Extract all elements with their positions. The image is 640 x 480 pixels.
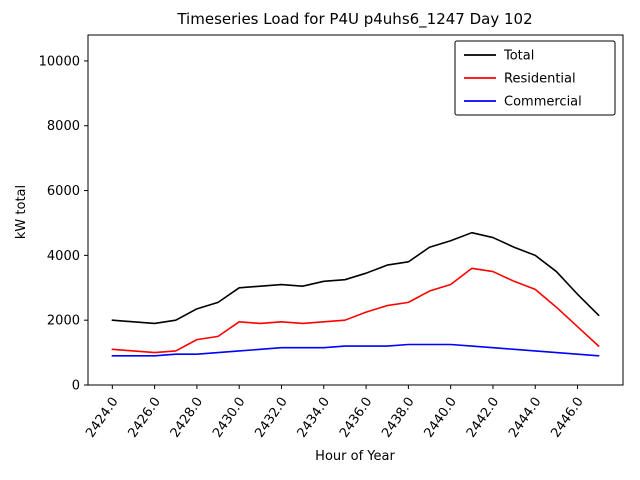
series-line-residential xyxy=(111,267,600,354)
x-tick-label: 2438.0 xyxy=(379,395,417,441)
legend-label-commercial: Commercial xyxy=(504,95,582,110)
y-axis-label: kW total xyxy=(14,185,29,239)
x-tick-label: 2440.0 xyxy=(422,395,460,441)
y-tick-label: 4000 xyxy=(47,249,80,264)
x-tick-label: 2444.0 xyxy=(506,395,544,441)
legend: Total Residential Commercial xyxy=(454,40,616,116)
y-tick-label: 0 xyxy=(72,379,80,394)
x-tick-label: 2428.0 xyxy=(168,395,206,441)
legend-entry-residential: Residential xyxy=(464,72,576,87)
x-axis-label: Hour of Year xyxy=(315,449,395,464)
series-line-total xyxy=(111,231,600,325)
y-tick-label: 10000 xyxy=(39,54,80,69)
x-tick-label: 2424.0 xyxy=(83,395,121,441)
legend-entry-total: Total xyxy=(464,49,534,64)
legend-label-total: Total xyxy=(503,49,534,64)
y-tick-label: 8000 xyxy=(47,119,80,134)
y-tick-label: 6000 xyxy=(47,184,80,199)
x-tick-label: 2430.0 xyxy=(210,395,248,441)
x-tick-label: 2442.0 xyxy=(464,395,502,441)
x-tick-label: 2434.0 xyxy=(295,395,333,441)
x-tick-label: 2436.0 xyxy=(337,395,375,441)
legend-box xyxy=(454,40,616,116)
data-series-lines xyxy=(111,231,600,357)
x-tick-label: 2426.0 xyxy=(126,395,164,441)
x-tick-label: 2446.0 xyxy=(548,395,586,441)
x-tick-label: 2432.0 xyxy=(252,395,290,441)
legend-entry-commercial: Commercial xyxy=(464,95,582,110)
plot-border xyxy=(87,34,624,386)
y-tick-label: 2000 xyxy=(47,314,80,329)
chart-title: Timeseries Load for P4U p4uhs6_1247 Day … xyxy=(176,10,532,29)
series-line-commercial xyxy=(111,343,600,357)
legend-label-residential: Residential xyxy=(504,72,576,87)
